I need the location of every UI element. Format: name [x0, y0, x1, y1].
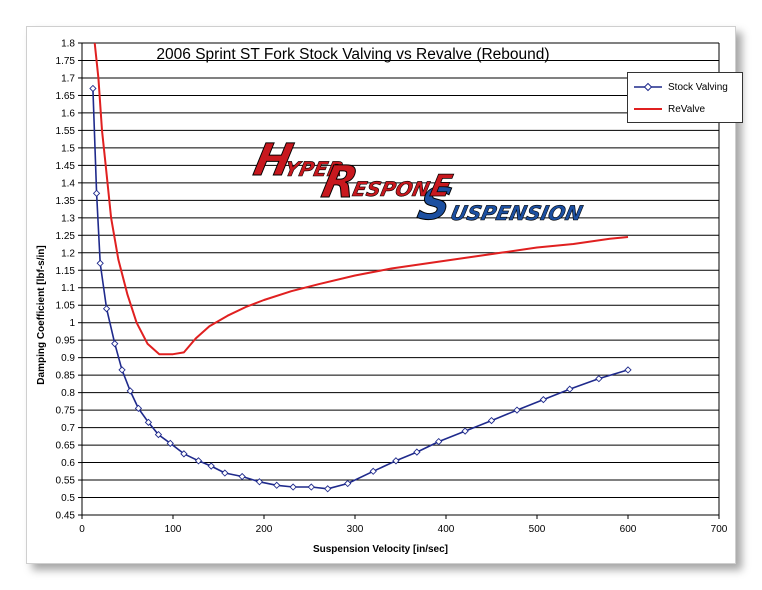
data-point-stock-valving [221, 469, 229, 477]
data-point-stock-valving [595, 375, 603, 383]
legend-item-stock: Stock Valving [628, 80, 728, 94]
data-point-stock-valving [180, 450, 188, 458]
data-point-stock-valving [369, 467, 377, 475]
chart-frame: 0.45 0.5 0.55 0.6 0.65 0.7 0.75 0.8 0.85 0.9 0.95 1… [26, 26, 743, 564]
legend-label-stock: Stock Valving [668, 81, 728, 93]
y-tick-label: 1.6 [61, 108, 75, 119]
y-tick-label: 1.55 [56, 126, 76, 137]
data-point-stock-valving [539, 395, 548, 404]
y-tick-label: 1.15 [56, 266, 76, 277]
data-point-stock-valving [96, 259, 104, 267]
y-tick-label: 0.75 [56, 406, 76, 417]
data-point-stock-valving [566, 385, 574, 393]
y-tick-label: 0.95 [56, 336, 76, 347]
plot-area [82, 43, 719, 515]
y-tick-label: 0.85 [56, 371, 76, 382]
y-tick-label: 1.65 [56, 91, 76, 102]
y-tick-label: 1.75 [56, 56, 76, 67]
data-point-stock-valving [255, 478, 264, 486]
chart-title: 2006 Sprint ST Fork Stock Valving vs Rev… [156, 46, 549, 63]
data-point-stock-valving [154, 430, 163, 439]
legend-swatch-stock [634, 82, 662, 92]
x-axis-label: Suspension Velocity [in/sec] [313, 544, 448, 555]
y-tick-label: 1.4 [61, 178, 75, 189]
y-tick-label: 1.2 [61, 248, 75, 259]
y-tick-label: 1.05 [56, 301, 76, 312]
data-point-stock-valving [118, 366, 126, 374]
y-tick-label: 1.7 [61, 73, 75, 84]
data-point-stock-valving [344, 479, 352, 488]
data-point-stock-valving [144, 418, 153, 426]
data-point-stock-valving [273, 481, 281, 489]
data-point-stock-valving [126, 387, 134, 395]
legend-swatch-revalve [634, 108, 662, 110]
chart-svg: 0.45 0.5 0.55 0.6 0.65 0.7 0.75 0.8 0.85 0.9 0.95 1… [36, 39, 728, 556]
x-tick-label: 100 [165, 524, 182, 535]
x-tick-label: 700 [711, 524, 728, 535]
y-tick-label: 0.5 [61, 493, 75, 504]
data-point-stock-valving [134, 404, 143, 412]
y-tick-label: 1.1 [61, 283, 75, 294]
data-point-stock-valving [289, 483, 297, 491]
y-tick-label: 0.65 [56, 441, 76, 452]
hyper-response-suspension-logo: H YPER R ESPON S E USPENSION [249, 135, 585, 245]
data-point-stock-valving [238, 472, 246, 481]
legend-item-revalve: ReValve [628, 102, 705, 116]
x-tick-label: 400 [438, 524, 455, 535]
y-tick-label: 1.3 [61, 213, 75, 224]
data-point-stock-valving [624, 366, 632, 374]
data-point-stock-valving [92, 189, 101, 197]
data-point-stock-valving [166, 439, 174, 447]
data-point-stock-valving [307, 483, 315, 491]
data-point-stock-valving [111, 340, 119, 348]
y-tick-label: 1 [69, 318, 75, 329]
x-tick-label: 0 [79, 524, 85, 535]
y-tick-label: 1.35 [56, 196, 76, 207]
y-tick-label: 1.25 [56, 231, 76, 242]
y-tick-label: 0.55 [56, 476, 76, 487]
y-tick-label: 1.5 [61, 143, 75, 154]
y-tick-label: 1.8 [61, 39, 75, 50]
data-point-stock-valving [392, 457, 400, 465]
y-tick-label: 0.8 [61, 388, 75, 399]
data-point-stock-valving [461, 427, 469, 435]
series-line-revalve [93, 42, 629, 356]
data-point-stock-valving [89, 84, 97, 93]
y-tick-label: 1.45 [56, 161, 76, 172]
data-point-stock-valving [435, 437, 443, 446]
logo-word-uspension: USPENSION [448, 201, 585, 226]
chart-legend: Stock Valving ReValve [627, 72, 743, 123]
data-point-stock-valving [194, 457, 203, 465]
y-tick-label: 0.6 [61, 458, 75, 469]
legend-label-revalve: ReValve [668, 103, 706, 115]
y-tick-label: 0.45 [56, 511, 76, 522]
x-tick-label: 600 [620, 524, 637, 535]
data-point-stock-valving [324, 485, 332, 493]
data-point-stock-valving [487, 416, 496, 425]
x-tick-label: 200 [256, 524, 273, 535]
x-tick-label: 500 [529, 524, 546, 535]
data-point-stock-valving [102, 305, 111, 313]
y-tick-label: 0.7 [61, 423, 75, 434]
y-axis-label: Damping Coefficient [lbf-s/in] [36, 245, 47, 384]
y-tick-label: 0.9 [61, 353, 75, 364]
x-tick-label: 300 [347, 524, 364, 535]
data-point-stock-valving [513, 406, 521, 414]
data-point-stock-valving [413, 448, 421, 456]
data-point-stock-valving [207, 462, 215, 470]
